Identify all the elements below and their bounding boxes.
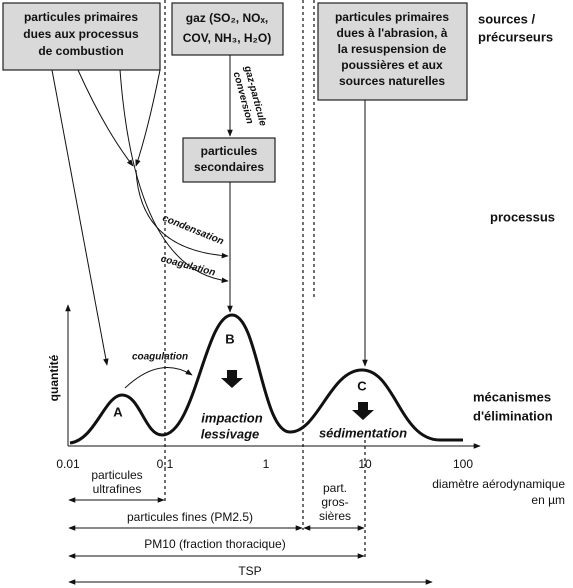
box-text: dues aux processus [23,27,139,41]
secondary-box [182,137,276,183]
range-label: particules [91,468,142,482]
mechanism-label: lessivage [201,426,260,441]
tick-label: 100 [453,457,473,471]
range-label: gros- [321,495,348,509]
arrow [135,169,229,259]
mode-label: B [225,331,234,346]
side-label: sources / [478,11,535,26]
mode-label: A [113,404,123,419]
removal-arrow [352,402,374,420]
box-text: secondaires [194,160,264,174]
source-box [171,2,284,56]
arrow [124,367,193,389]
box-text: particules primaires [24,10,138,24]
side-label: d'élimination [473,408,553,423]
tick-label: 10 [358,457,372,471]
x-label: diamètre aérodynamique [432,477,565,491]
range-label: ultrafines [93,482,142,496]
range-label: sières [319,509,351,523]
arrow [51,69,109,366]
mechanism-label: impaction [201,410,262,425]
process-label: coagulation [159,254,216,279]
box-text: particules primaires [335,10,449,24]
box-text: dues à l'abrasion, à [337,26,448,40]
box-text: sources naturelles [339,74,445,88]
tick-label: 0.01 [56,457,80,471]
box-text: poussières et aux [341,58,443,72]
side-label: processus [490,209,555,224]
side-label: précurseurs [478,29,553,44]
tick-label: 1 [263,457,270,471]
side-label: mécanismes [473,389,551,404]
x-label: en µm [531,493,565,507]
range-label: TSP [238,564,261,578]
range-label: PM10 (fraction thoracique) [144,537,285,551]
mode-label: C [357,378,367,393]
source-box [317,2,468,101]
source-box [2,2,161,71]
box-text: la resuspension de [338,42,447,56]
box-text: de combustion [38,44,123,58]
y-label: quantité [47,354,61,401]
process-label: coagulation [132,352,188,363]
tick-label: 0.1 [157,457,174,471]
size-distribution [69,313,463,445]
arrow [77,69,134,167]
range-label: part. [323,481,347,495]
process-label: condensation [161,213,225,248]
mechanism-label: sédimentation [319,425,407,440]
removal-arrow [221,370,243,388]
arrow [119,69,229,284]
box-text: gaz (SO₂, NOₓ, [186,11,268,25]
box-text: COV, NH₃, H₂O) [183,31,271,45]
range-label: particules fines (PM2.5) [127,510,253,524]
box-text: particules [201,144,258,158]
arrow [135,69,161,167]
